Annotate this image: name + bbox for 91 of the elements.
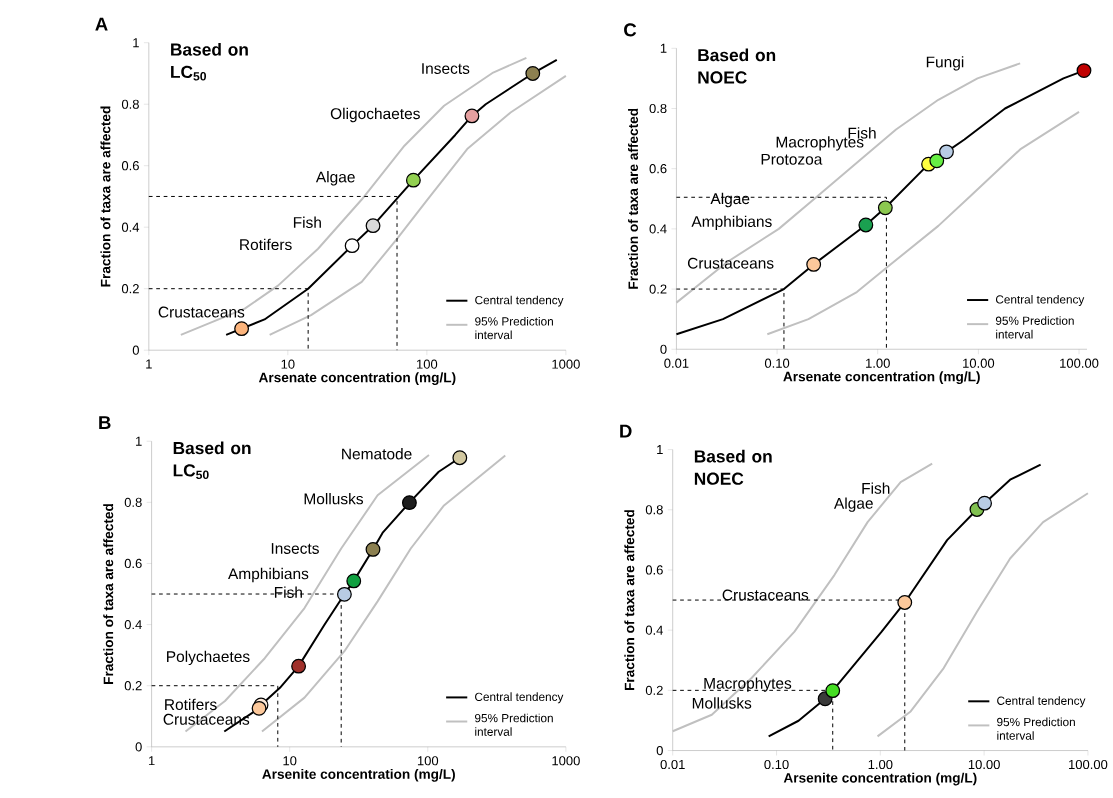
y-tick-label: 1 [657,445,663,455]
y-tick-label: 0.4 [124,620,142,630]
x-tick-label: 1.00 [868,759,893,770]
y-tick-label: 0.8 [645,505,663,515]
annotation: Crustaceans [158,306,245,318]
y-tick-label: 0.2 [121,284,139,294]
chart-title: C [624,23,637,37]
y-axis-title: Fraction of taxa are affected [628,108,639,289]
chart-title: B [99,416,111,430]
x-tick-label: 1000 [552,359,580,369]
annotation: Polychaetes [167,650,250,666]
legend-label: 95% Prediction interval [475,316,553,340]
annotation: Crustaceans [687,257,774,269]
x-tick-label: 0.10 [764,759,789,770]
text: Based on LC$_{50}$ [171,43,248,81]
annotation: Macrophytes [704,677,792,692]
annotation: Protozoa [761,154,823,165]
x-tick-label: 10 [281,359,295,369]
annotation: Rotifers [165,698,217,711]
annotation: Insects [422,63,470,75]
annotation: Amphibians [691,215,772,231]
annotation: Mollusks [304,493,364,505]
annotation: Mollusks [692,697,752,709]
y-tick-label: 1 [660,43,667,53]
annotation: Algae [315,171,355,186]
y-tick-label: 0 [656,746,663,756]
y-tick-label: 0.2 [124,681,142,691]
y-tick-label: 0.2 [649,284,667,294]
y-tick-label: 0.4 [645,625,663,635]
legend-label: 95% Prediction interval [474,713,553,736]
point [897,595,913,610]
y-axis-title: Fraction of taxa are affected [103,504,114,685]
annotation: Algae [710,192,750,208]
x-axis-title: Arsenate concentration (mg/L) [783,371,980,385]
y-tick-label: 0.4 [649,224,667,234]
y-tick-label: 1 [133,38,139,48]
x-tick-label: 1.00 [866,358,890,368]
x-tick-label: 100 [417,756,439,766]
x-tick-label: 0.01 [664,358,689,368]
x-tick-label: 100.00 [1060,358,1099,368]
chart-title: D [620,424,632,438]
y-tick-label: 0.6 [649,164,667,174]
y-tick-label: 0.8 [121,99,139,109]
x-tick-label: 100 [417,359,438,369]
y-tick-label: 0.4 [121,222,140,232]
y-tick-label: 0.2 [645,685,663,696]
x-tick-label: 1000 [552,756,580,766]
x-tick-label: 0.10 [764,358,790,368]
x-tick-label: 10.00 [968,759,1000,770]
annotation: Insects [271,543,319,554]
x-axis-title: Arsenite concentration (mg/L) [262,768,455,782]
annotation: Fungi [926,56,964,71]
y-tick-label: 0.6 [121,161,139,171]
text: Based on NOEC [698,48,776,84]
x-tick-label: 0.01 [660,759,685,770]
x-tick-label: 10 [283,756,297,766]
legend-label: 95% Prediction interval [995,316,1074,339]
x-tick-label: 10.00 [963,358,995,368]
annotation: Algae [833,497,873,512]
annotation: Amphibians [228,567,309,583]
legend-label: Central tendency [995,295,1085,306]
annotation: Fish [274,586,302,598]
annotation: Rotifers [240,238,292,251]
point [977,495,992,511]
x-tick-label: 100.00 [1069,759,1108,770]
y-axis-title: Fraction of taxa are affected [624,510,635,691]
legend-label: Central tendency [475,295,564,307]
y-tick-label: 0 [660,344,667,354]
y-tick-label: 1 [136,436,142,446]
x-tick-label: 1 [146,359,152,369]
legend-label: Central tendency [475,692,564,704]
text: Based on NOEC [694,449,772,485]
y-axis-title: Fraction of taxa are affected [100,106,111,287]
text: Based on LC$_{50}$ [173,441,251,480]
y-tick-label: 0.8 [124,497,142,507]
x-axis-title: Arsenite concentration (mg/L) [783,772,977,786]
legend-label: Central tendency [997,696,1086,708]
y-tick-label: 0 [135,742,142,752]
y-tick-label: 0.6 [645,565,663,575]
y-tick-label: 0.6 [124,558,142,569]
annotation: Fish [862,482,890,494]
annotation: Nematode [342,448,412,460]
y-tick-label: 0 [132,345,139,355]
chart-title: A [95,17,108,31]
legend-label: 95% Prediction interval [997,717,1075,740]
annotation: Fish [293,216,321,229]
y-tick-label: 0.8 [649,103,667,114]
x-tick-label: 1 [148,756,155,766]
annotation: Oligochaetes [330,107,420,123]
x-axis-title: Arsenate concentration (mg/L) [258,372,456,386]
annotation: Crustaceans [722,589,809,601]
